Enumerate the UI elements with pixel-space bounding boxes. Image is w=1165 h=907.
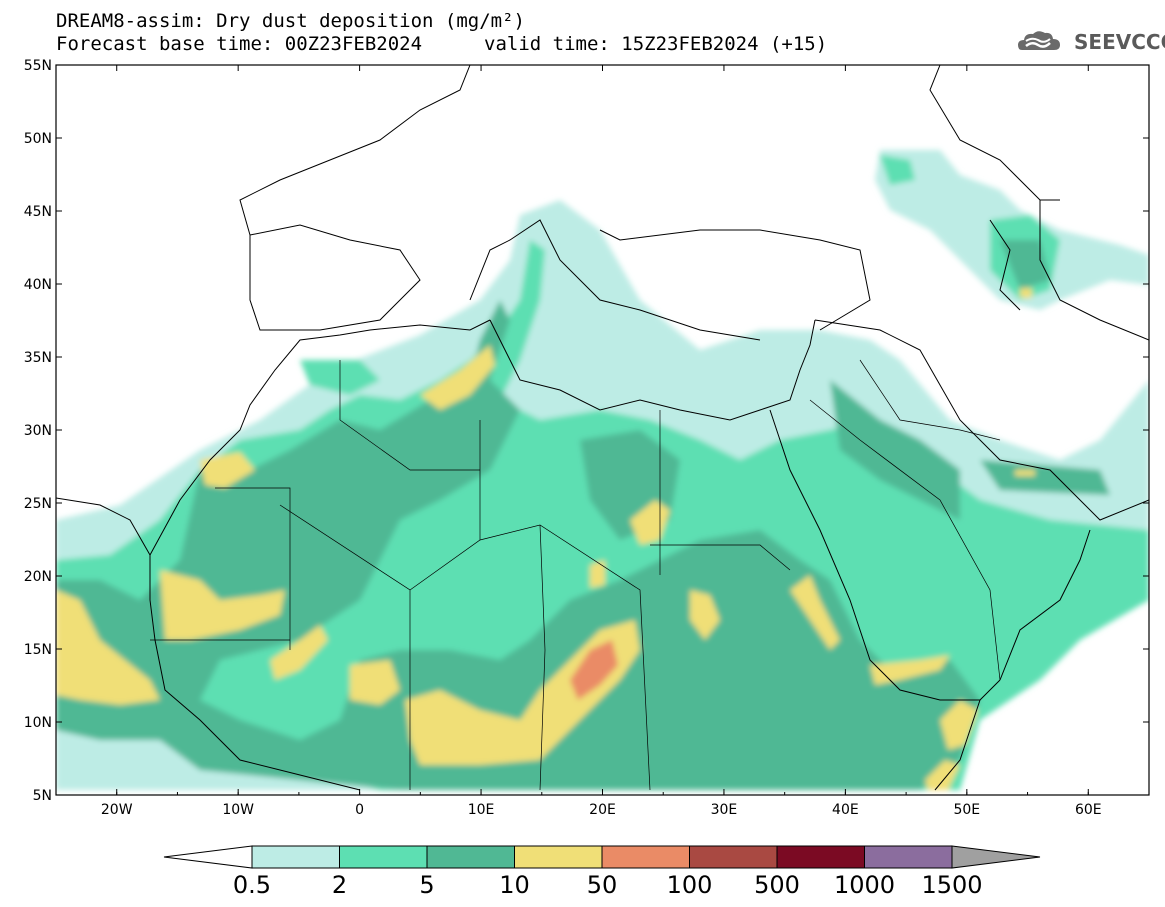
contour-level-5 bbox=[56, 300, 980, 790]
axis-ticks: 5N 10N 15N 20N 25N 30N 35N 40N 45N 50N 55N 20W 10W 0 1… bbox=[24, 58, 1150, 818]
colorbar-label: 0.5 bbox=[233, 871, 271, 899]
lon-tick-label: 30E bbox=[711, 802, 738, 818]
cloud-logo-icon bbox=[1018, 31, 1060, 50]
colorbar-swatch bbox=[514, 845, 603, 869]
colorbar-label: 1500 bbox=[921, 871, 982, 899]
map-title: DREAM8-assim: Dry dust deposition (mg/m²… bbox=[56, 10, 525, 32]
colorbar-swatch bbox=[689, 845, 778, 869]
lon-tick-label: 10E bbox=[468, 802, 495, 818]
lat-tick-label: 40N bbox=[24, 277, 52, 293]
coastlines bbox=[56, 65, 1149, 791]
colorbar-label: 1000 bbox=[834, 871, 895, 899]
lat-tick-label: 55N bbox=[24, 58, 52, 74]
lat-tick-label: 5N bbox=[33, 788, 52, 804]
lon-tick-label: 50E bbox=[953, 802, 980, 818]
colorbar-label: 10 bbox=[499, 871, 530, 899]
colorbar-swatch bbox=[251, 845, 340, 869]
lon-tick-label: 60E bbox=[1075, 802, 1102, 818]
valid-time: valid time: 15Z23FEB2024 (+15) bbox=[484, 33, 828, 55]
colorbar-label: 50 bbox=[587, 871, 618, 899]
colorbar-label: 100 bbox=[667, 871, 713, 899]
lon-tick-label: 10W bbox=[222, 802, 254, 818]
colorbar-label: 5 bbox=[419, 871, 434, 899]
country-borders bbox=[150, 359, 1001, 791]
lat-tick-label: 45N bbox=[24, 204, 52, 220]
lat-tick-label: 15N bbox=[24, 642, 52, 658]
lat-tick-label: 50N bbox=[24, 131, 52, 147]
lat-tick-label: 35N bbox=[24, 350, 52, 366]
colorbar-label: 500 bbox=[754, 871, 800, 899]
colorbar-right-arrow bbox=[951, 845, 1041, 869]
colorbar-swatch bbox=[864, 845, 953, 869]
lat-tick-label: 20N bbox=[24, 569, 52, 585]
deposition-field bbox=[56, 65, 1149, 791]
lon-tick-label: 0 bbox=[355, 802, 364, 818]
colorbar-swatch bbox=[601, 845, 690, 869]
forecast-base-time: Forecast base time: 00Z23FEB2024 bbox=[56, 33, 423, 55]
colorbar-swatch bbox=[339, 845, 428, 869]
lon-tick-label: 20W bbox=[101, 802, 133, 818]
contour-level-10 bbox=[56, 590, 160, 705]
contour-level-50 bbox=[570, 640, 618, 700]
colorbar-swatch bbox=[426, 845, 515, 869]
colorbar-swatch bbox=[776, 845, 865, 869]
colorbar-left-arrow bbox=[163, 845, 253, 869]
colorbar-label: 2 bbox=[332, 871, 347, 899]
lat-tick-label: 10N bbox=[24, 715, 52, 731]
lat-tick-label: 25N bbox=[24, 496, 52, 512]
lat-tick-label: 30N bbox=[24, 423, 52, 439]
logo-text: SEEVCCC bbox=[1074, 30, 1165, 54]
lon-tick-label: 40E bbox=[832, 802, 859, 818]
lon-tick-label: 20E bbox=[589, 802, 616, 818]
